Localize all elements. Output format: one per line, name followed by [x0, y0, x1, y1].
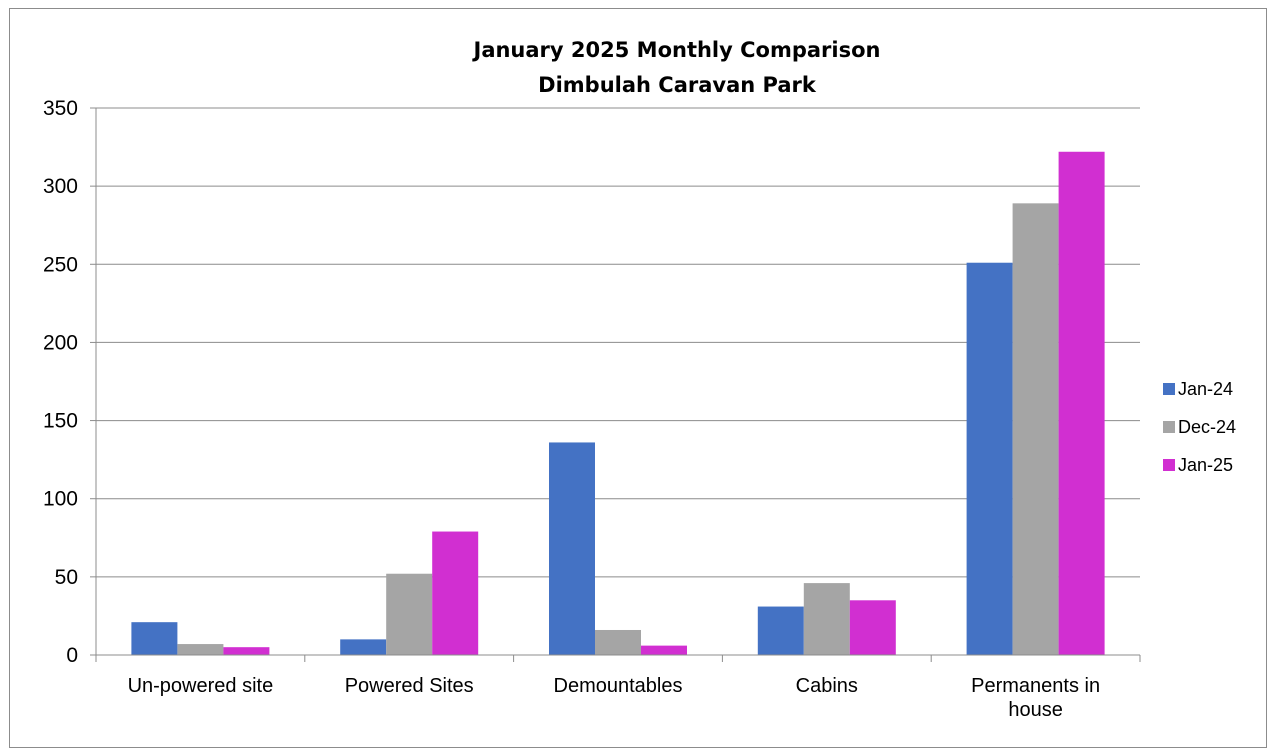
y-tick-label: 150 — [43, 410, 78, 433]
x-tick-label: Permanents in — [971, 675, 1100, 697]
legend: Jan-24 Dec-24 Jan-25 — [1163, 379, 1236, 475]
bar — [757, 606, 804, 655]
x-tick-label: Un-powered site — [128, 675, 274, 697]
chart-subtitle: Dimbulah Caravan Park — [538, 73, 817, 97]
bar — [595, 629, 641, 655]
y-tick-label: 350 — [43, 97, 78, 120]
bar — [340, 639, 387, 655]
x-tick-label: Demountables — [554, 675, 683, 697]
legend-swatch — [1163, 459, 1175, 471]
y-tick-label: 250 — [43, 253, 78, 276]
bar — [131, 622, 178, 655]
legend-label: Dec-24 — [1178, 417, 1236, 437]
bar — [1058, 151, 1105, 655]
legend-label: Jan-25 — [1178, 455, 1233, 475]
y-tick-label: 0 — [66, 644, 78, 667]
x-tick-label: Cabins — [796, 675, 858, 697]
x-tick-label: house — [1008, 699, 1063, 721]
chart-title: January 2025 Monthly Comparison — [472, 38, 881, 62]
y-tick-label: 50 — [55, 566, 78, 589]
bar — [432, 531, 479, 655]
bar — [803, 583, 850, 655]
legend-swatch — [1163, 383, 1175, 395]
bar — [549, 442, 595, 655]
y-tick-label: 300 — [43, 175, 78, 198]
y-tick-label: 100 — [43, 488, 78, 511]
bar — [223, 647, 270, 655]
legend-label: Jan-24 — [1178, 379, 1233, 399]
gridlines — [96, 107, 1140, 578]
y-tick-label: 200 — [43, 331, 78, 354]
x-tick-label: Powered Sites — [345, 675, 474, 697]
bars — [131, 151, 1105, 655]
axes: 0 50 100 150 200 250 300 350 Un-powered site Powe… — [43, 97, 1141, 721]
bar — [849, 600, 896, 655]
bar — [386, 573, 433, 655]
bar — [641, 645, 687, 655]
bar — [1012, 203, 1059, 655]
bar — [966, 262, 1013, 655]
bar — [177, 644, 224, 655]
legend-swatch — [1163, 421, 1175, 433]
